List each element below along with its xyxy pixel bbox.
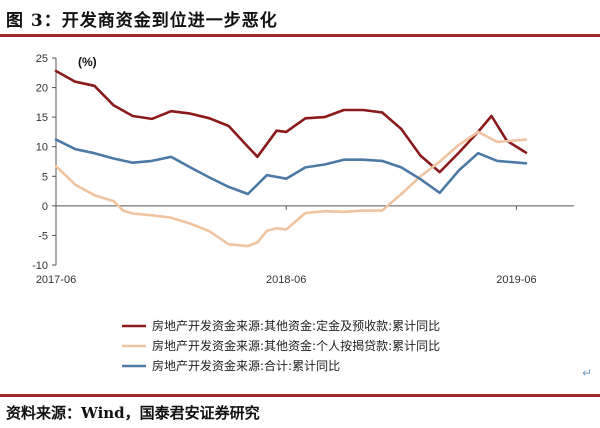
line-chart: -10 -5 0 5 10 15 20 25 2017-06 2018-06 2019-06 (%) 房…	[32, 53, 574, 373]
source-note: 资料来源：Wind，国泰君安证券研究	[6, 404, 260, 422]
bottom-rule	[0, 394, 600, 397]
y-tick-label: -5	[38, 230, 48, 242]
x-tick-label: 2018-06	[266, 274, 306, 286]
figure-title: 图 3：开发商资金到位进一步恶化	[6, 11, 278, 31]
y-tick-label: 20	[36, 83, 48, 95]
y-tick-label: 25	[36, 53, 48, 65]
series-line-1	[54, 69, 528, 174]
unit-label: (%)	[78, 55, 97, 69]
y-tick-label: -10	[32, 260, 48, 272]
top-rule	[0, 34, 600, 37]
legend-label-3: 房地产开发资金来源:合计:累计同比	[152, 358, 340, 373]
y-tick-label: 10	[36, 142, 48, 154]
x-tick-label: 2019-06	[496, 274, 536, 286]
y-tick-label: 0	[42, 201, 48, 213]
return-arrow-icon: ↵	[582, 366, 593, 380]
legend-label-2: 房地产开发资金来源:其他资金:个人按揭贷款:累计同比	[152, 338, 440, 353]
series-line-2	[54, 130, 528, 248]
y-tick-label: 5	[42, 171, 48, 183]
x-tick-label: 2017-06	[36, 274, 76, 286]
series-line-3	[54, 138, 528, 196]
legend-label-1: 房地产开发资金来源:其他资金:定金及预收款:累计同比	[152, 318, 440, 333]
y-tick-label: 15	[36, 112, 48, 124]
